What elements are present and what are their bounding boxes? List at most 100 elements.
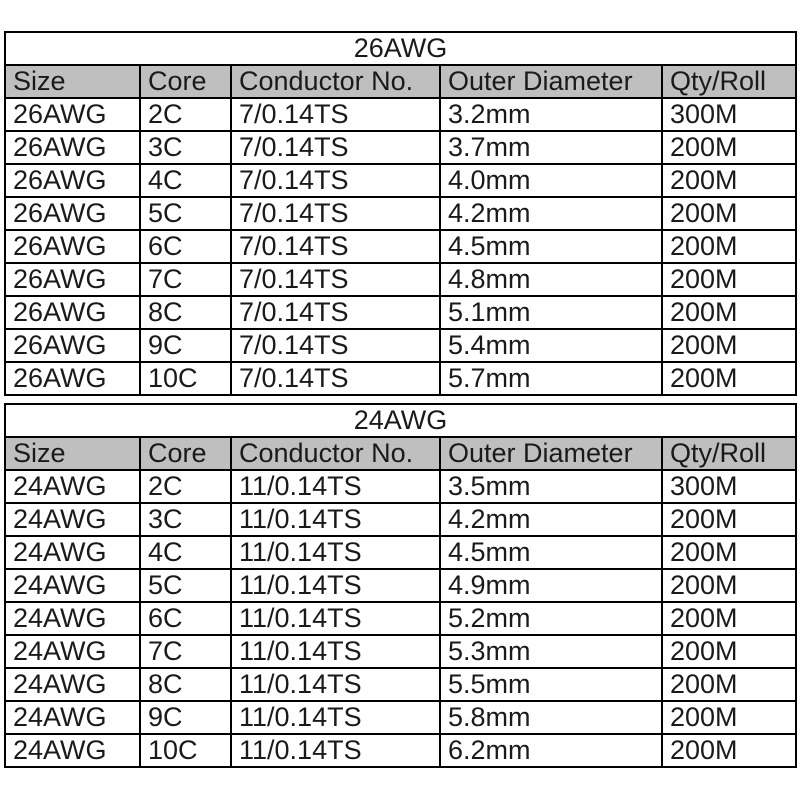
table-cell: 200M xyxy=(660,328,798,363)
table-cell: 200M xyxy=(660,295,798,330)
table-cell: 3.5mm xyxy=(439,469,663,504)
table-cell: 5C xyxy=(139,568,232,603)
table-cell: 26AWG xyxy=(4,295,141,330)
table-cell: 200M xyxy=(660,601,798,636)
table-cell: 5.1mm xyxy=(439,295,663,330)
table-cell: 7/0.14TS xyxy=(230,229,441,264)
column-header: Core xyxy=(139,436,232,471)
table-title: 26AWG xyxy=(3,31,798,66)
column-header: Size xyxy=(4,436,141,471)
table-cell: 200M xyxy=(660,502,798,537)
table-title: 24AWG xyxy=(3,403,798,438)
table-cell: 4.0mm xyxy=(439,163,663,198)
table-cell: 7/0.14TS xyxy=(230,328,441,363)
table-cell: 24AWG xyxy=(4,667,141,702)
table-cell: 5.4mm xyxy=(439,328,663,363)
table-cell: 200M xyxy=(660,634,798,669)
table-cell: 5.2mm xyxy=(439,601,663,636)
table-cell: 7/0.14TS xyxy=(230,295,441,330)
title-row: 24AWG xyxy=(3,403,798,438)
table-row: 26AWG 10C 7/0.14TS 5.7mm 200M xyxy=(4,361,798,396)
column-header: Conductor No. xyxy=(230,64,441,99)
table-cell: 7/0.14TS xyxy=(230,163,441,198)
table-cell: 10C xyxy=(139,733,232,768)
table-cell: 11/0.14TS xyxy=(230,469,441,504)
table-row: 26AWG 3C 7/0.14TS 3.7mm 200M xyxy=(4,130,798,165)
table-cell: 4.8mm xyxy=(439,262,663,297)
table-cell: 2C xyxy=(139,469,232,504)
table-cell: 11/0.14TS xyxy=(230,601,441,636)
column-header: Qty/Roll xyxy=(660,436,798,471)
table-cell: 3.2mm xyxy=(439,97,663,132)
table-cell: 24AWG xyxy=(4,700,141,735)
table-cell: 7/0.14TS xyxy=(230,97,441,132)
table-cell: 6.2mm xyxy=(439,733,663,768)
table-cell: 11/0.14TS xyxy=(230,634,441,669)
table-cell: 7/0.14TS xyxy=(230,130,441,165)
table-cell: 10C xyxy=(139,361,232,396)
table-cell: 9C xyxy=(139,700,232,735)
table-cell: 26AWG xyxy=(4,262,141,297)
column-header: Conductor No. xyxy=(230,436,441,471)
table-cell: 3C xyxy=(139,502,232,537)
table-cell: 200M xyxy=(660,667,798,702)
table-cell: 26AWG xyxy=(4,361,141,396)
table-cell: 5.8mm xyxy=(439,700,663,735)
table-cell: 200M xyxy=(660,535,798,570)
table-cell: 24AWG xyxy=(4,568,141,603)
table-cell: 4.9mm xyxy=(439,568,663,603)
table-cell: 200M xyxy=(660,163,798,198)
table-cell: 11/0.14TS xyxy=(230,568,441,603)
table-row: 24AWG 7C 11/0.14TS 5.3mm 200M xyxy=(4,634,798,669)
table-cell: 4.2mm xyxy=(439,502,663,537)
table-row: 26AWG 7C 7/0.14TS 4.8mm 200M xyxy=(4,262,798,297)
table-body: 26AWG 2C 7/0.14TS 3.2mm 300M 26AWG 3C 7/0.14TS 3… xyxy=(4,97,798,396)
table-cell: 26AWG xyxy=(4,328,141,363)
table-cell: 24AWG xyxy=(4,502,141,537)
title-row: 26AWG xyxy=(3,31,798,66)
table-cell: 4.2mm xyxy=(439,196,663,231)
table-cell: 26AWG xyxy=(4,229,141,264)
table-cell: 11/0.14TS xyxy=(230,535,441,570)
table-cell: 24AWG xyxy=(4,634,141,669)
table-cell: 4.5mm xyxy=(439,535,663,570)
table-row: 24AWG 3C 11/0.14TS 4.2mm 200M xyxy=(4,502,798,537)
column-header: Outer Diameter xyxy=(439,436,663,471)
table-cell: 6C xyxy=(139,229,232,264)
table-row: 24AWG 9C 11/0.14TS 5.8mm 200M xyxy=(4,700,798,735)
table-cell: 5.3mm xyxy=(439,634,663,669)
table-cell: 7/0.14TS xyxy=(230,262,441,297)
column-header: Core xyxy=(139,64,232,99)
table-cell: 11/0.14TS xyxy=(230,733,441,768)
table-cell: 9C xyxy=(139,328,232,363)
table-cell: 3C xyxy=(139,130,232,165)
column-header: Size xyxy=(4,64,141,99)
spec-table-24awg: 24AWG Size Core Conductor No. Outer Diamete… xyxy=(3,403,798,768)
table-row: 24AWG 5C 11/0.14TS 4.9mm 200M xyxy=(4,568,798,603)
table-row: 24AWG 6C 11/0.14TS 5.2mm 200M xyxy=(4,601,798,636)
table-cell: 200M xyxy=(660,733,798,768)
table-row: 26AWG 5C 7/0.14TS 4.2mm 200M xyxy=(4,196,798,231)
column-header: Outer Diameter xyxy=(439,64,663,99)
table-cell: 8C xyxy=(139,295,232,330)
table-cell: 200M xyxy=(660,229,798,264)
table-cell: 6C xyxy=(139,601,232,636)
table-cell: 24AWG xyxy=(4,535,141,570)
column-header-row: Size Core Conductor No. Outer Diameter Qty/R… xyxy=(4,436,798,471)
table-cell: 7/0.14TS xyxy=(230,196,441,231)
table-cell: 5C xyxy=(139,196,232,231)
table-cell: 8C xyxy=(139,667,232,702)
table-cell: 7/0.14TS xyxy=(230,361,441,396)
table-cell: 7C xyxy=(139,262,232,297)
table-body: 24AWG 2C 11/0.14TS 3.5mm 300M 24AWG 3C 11/0.14T… xyxy=(4,469,798,768)
column-header-row: Size Core Conductor No. Outer Diameter Qty/R… xyxy=(4,64,798,99)
table-cell: 2C xyxy=(139,97,232,132)
table-row: 26AWG 4C 7/0.14TS 4.0mm 200M xyxy=(4,163,798,198)
table-cell: 4C xyxy=(139,535,232,570)
table-cell: 26AWG xyxy=(4,196,141,231)
table-cell: 200M xyxy=(660,130,798,165)
table-cell: 300M xyxy=(660,97,798,132)
table-cell: 24AWG xyxy=(4,469,141,504)
table-row: 26AWG 6C 7/0.14TS 4.5mm 200M xyxy=(4,229,798,264)
